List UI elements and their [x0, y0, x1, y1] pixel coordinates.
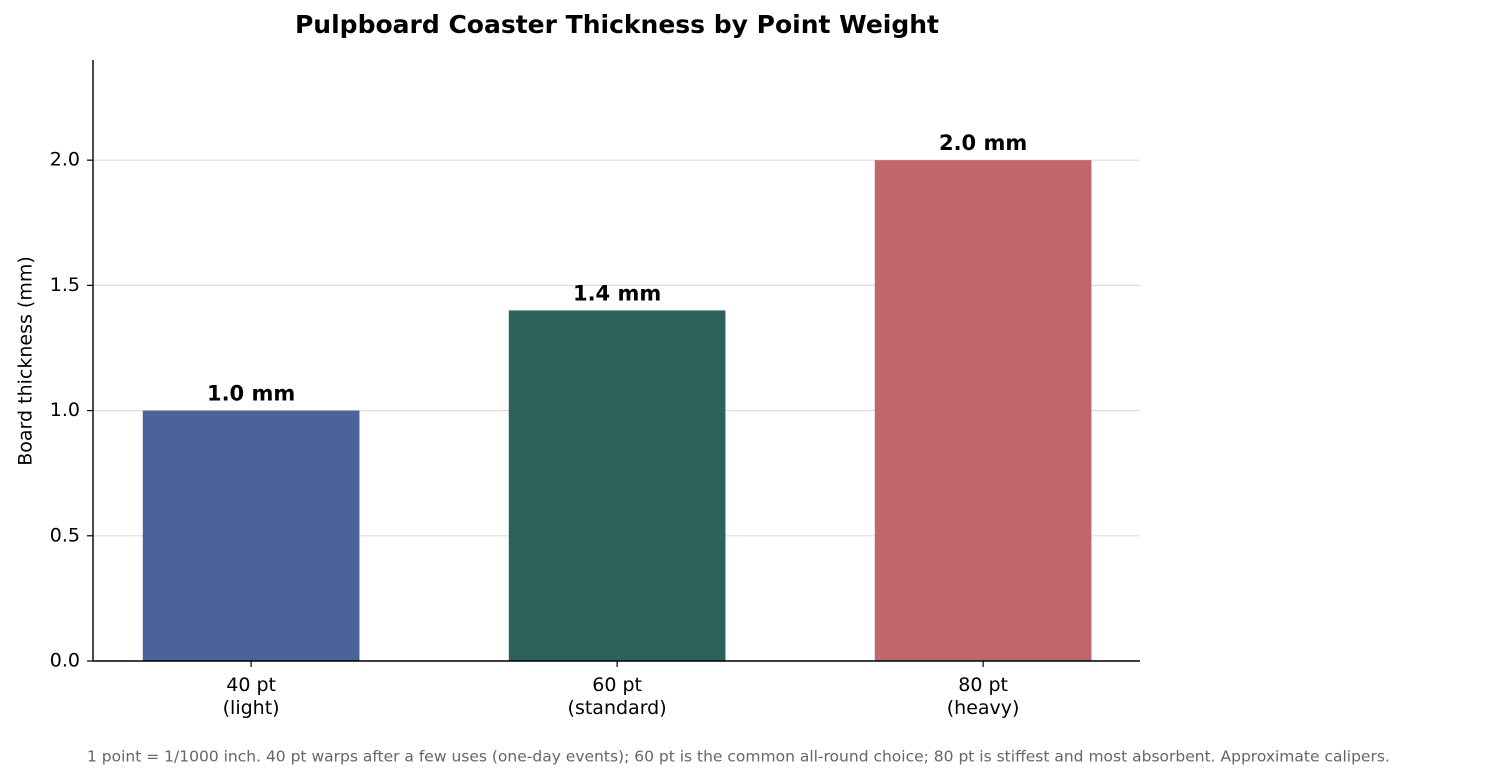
footnote: 1 point = 1/1000 inch. 40 pt warps after…: [87, 748, 1390, 766]
value-label: 1.0 mm: [207, 382, 295, 406]
value-label: 1.4 mm: [573, 281, 661, 305]
bar: [508, 310, 726, 661]
y-tick-label: 2.0: [50, 149, 80, 171]
x-tick-label: 60 pt (standard): [568, 674, 667, 719]
y-tick-label: 1.0: [50, 399, 80, 421]
y-tick-label: 0.5: [50, 524, 80, 546]
x-tick-label: 40 pt (light): [223, 674, 280, 719]
y-axis-label: Board thickness (mm): [15, 256, 37, 466]
y-tick-label: 0.0: [50, 650, 80, 672]
x-tick-label: 80 pt (heavy): [947, 674, 1020, 719]
bar: [874, 160, 1092, 661]
value-label: 2.0 mm: [939, 131, 1027, 155]
y-tick-label: 1.5: [50, 274, 80, 296]
chart-title: Pulpboard Coaster Thickness by Point Wei…: [295, 10, 939, 39]
bar: [142, 410, 360, 661]
